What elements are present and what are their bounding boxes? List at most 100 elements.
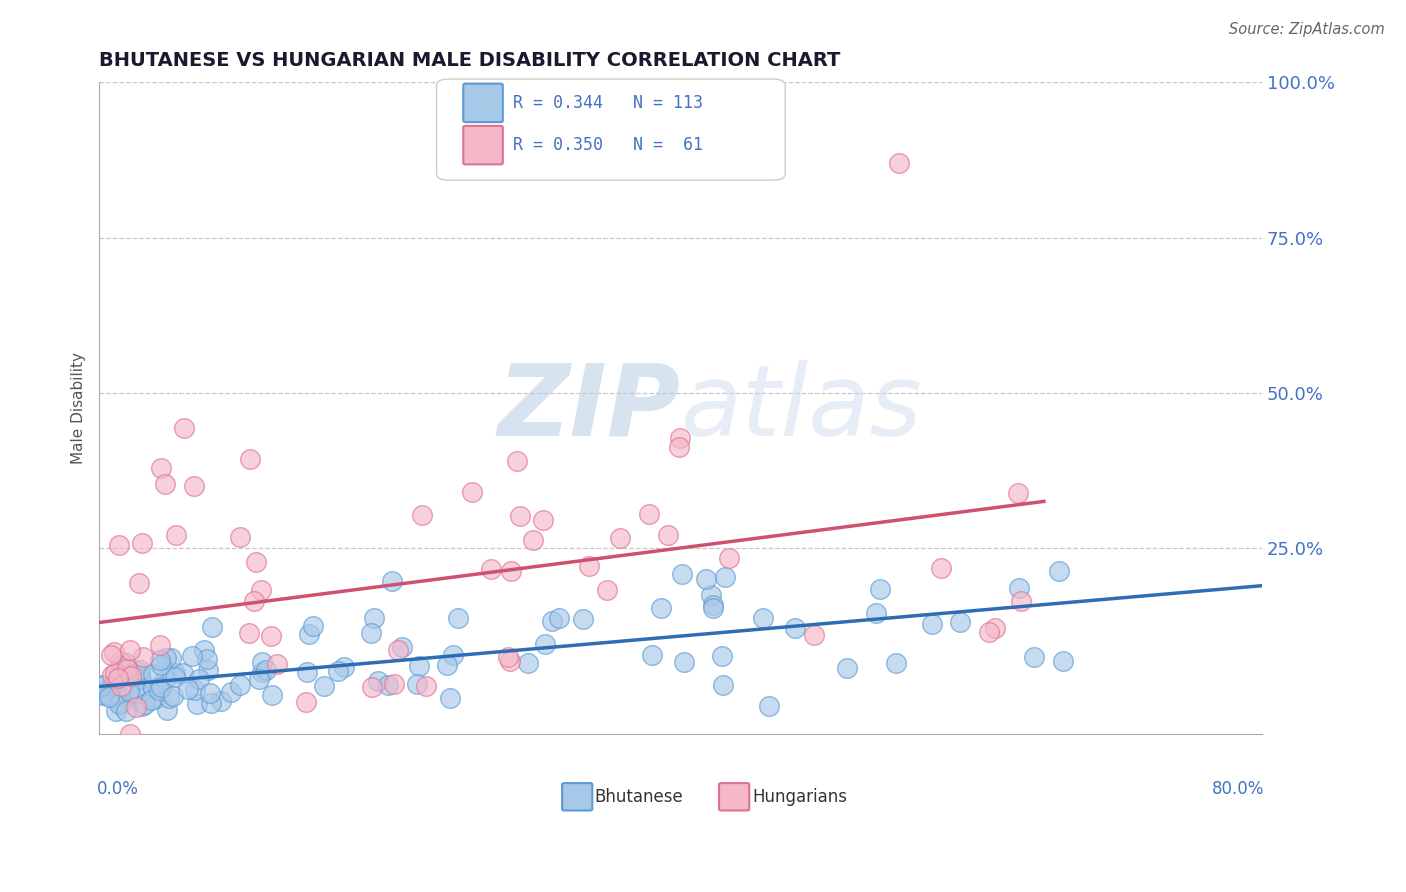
Point	[142, 681, 165, 695]
Point	[153, 477, 176, 491]
Text: atlas: atlas	[681, 359, 922, 457]
Point	[134, 697, 156, 711]
Point	[139, 693, 162, 707]
Point	[254, 663, 277, 677]
Point	[671, 566, 693, 581]
Point	[302, 619, 325, 633]
Point	[101, 678, 124, 692]
Point	[461, 485, 484, 500]
Point	[100, 648, 122, 662]
Point	[142, 666, 165, 681]
Point	[243, 594, 266, 608]
Point	[165, 666, 187, 681]
Point	[695, 572, 717, 586]
Point	[105, 704, 128, 718]
Point	[176, 682, 198, 697]
Point	[887, 156, 910, 170]
Point	[129, 667, 152, 681]
Point	[247, 672, 270, 686]
Point	[367, 673, 389, 688]
Point	[97, 688, 120, 702]
Point	[209, 694, 232, 708]
Point	[201, 620, 224, 634]
Y-axis label: Male Disability: Male Disability	[72, 352, 86, 464]
Point	[98, 690, 121, 705]
Point	[91, 687, 114, 701]
Point	[149, 460, 172, 475]
Point	[219, 685, 242, 699]
Point	[149, 653, 172, 667]
Point	[1024, 650, 1046, 665]
Point	[672, 655, 695, 669]
Point	[114, 704, 136, 718]
Point	[100, 680, 122, 694]
Point	[149, 638, 172, 652]
Point	[408, 658, 430, 673]
Point	[509, 509, 531, 524]
Point	[107, 666, 129, 681]
Point	[131, 650, 153, 665]
Point	[131, 535, 153, 549]
FancyBboxPatch shape	[464, 126, 503, 164]
Point	[668, 440, 690, 454]
Point	[382, 676, 405, 690]
Point	[479, 562, 502, 576]
Point	[517, 656, 540, 670]
Point	[259, 629, 281, 643]
Point	[120, 727, 142, 741]
FancyBboxPatch shape	[562, 783, 592, 811]
Point	[415, 679, 437, 693]
Point	[172, 666, 194, 681]
Text: 0.0%: 0.0%	[97, 780, 139, 797]
Point	[91, 678, 114, 692]
Point	[103, 645, 125, 659]
Point	[250, 582, 273, 597]
Point	[120, 643, 142, 657]
Point	[149, 680, 172, 694]
Point	[198, 685, 221, 699]
Point	[295, 665, 318, 679]
Point	[1010, 594, 1032, 608]
Point	[195, 651, 218, 665]
Point	[115, 662, 138, 676]
Point	[107, 662, 129, 676]
Point	[229, 531, 252, 545]
Text: Hungarians: Hungarians	[752, 788, 848, 805]
Point	[405, 676, 427, 690]
Point	[157, 690, 180, 705]
Point	[112, 671, 135, 685]
Point	[165, 671, 187, 685]
Point	[110, 679, 132, 693]
Text: R = 0.344   N = 113: R = 0.344 N = 113	[513, 94, 703, 112]
Point	[411, 508, 433, 523]
Point	[128, 686, 150, 700]
Point	[929, 561, 952, 575]
Point	[118, 684, 141, 698]
Point	[128, 575, 150, 590]
Point	[229, 677, 252, 691]
Point	[447, 611, 470, 625]
Point	[108, 697, 131, 711]
Point	[534, 637, 557, 651]
Point	[609, 531, 631, 545]
Point	[128, 664, 150, 678]
Point	[803, 628, 825, 642]
Point	[1008, 581, 1031, 595]
Point	[865, 606, 887, 620]
Point	[711, 678, 734, 692]
Point	[326, 664, 349, 678]
Point	[298, 627, 321, 641]
Point	[197, 663, 219, 677]
Point	[159, 651, 181, 665]
Point	[387, 643, 409, 657]
Point	[108, 654, 131, 668]
Point	[294, 696, 316, 710]
Point	[238, 626, 260, 640]
Point	[187, 672, 209, 686]
Point	[506, 454, 529, 468]
Point	[1047, 565, 1070, 579]
Point	[124, 686, 146, 700]
Point	[638, 507, 661, 521]
Point	[548, 610, 571, 624]
Point	[977, 624, 1000, 639]
